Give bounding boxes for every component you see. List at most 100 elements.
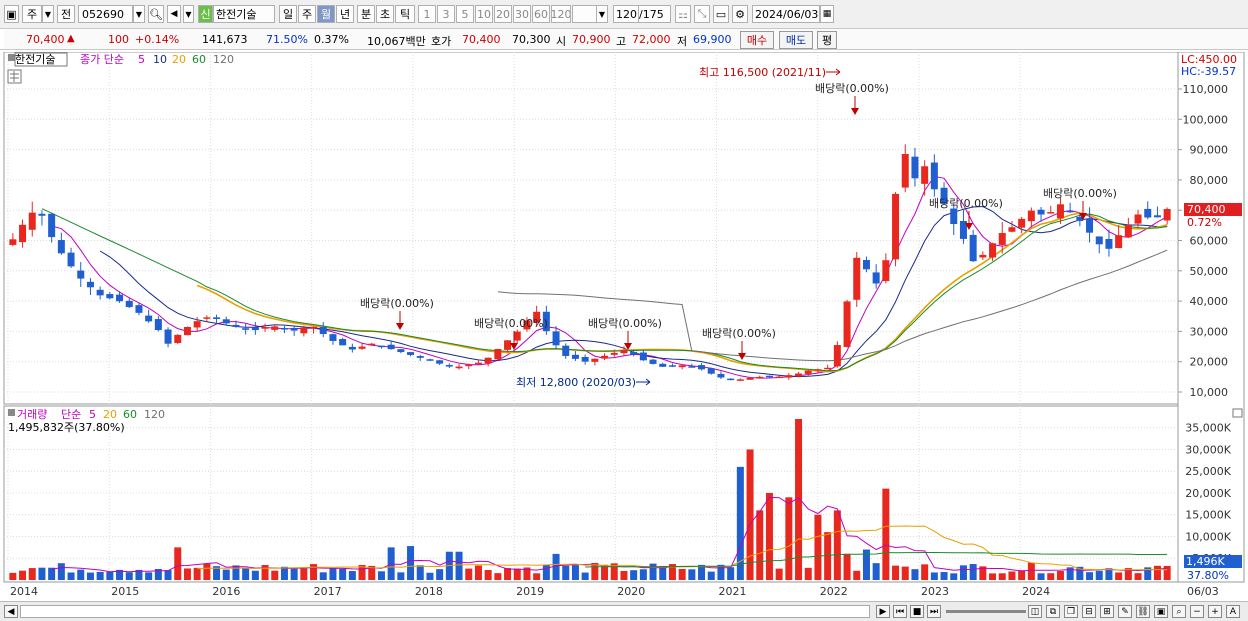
copy-icon[interactable]: ❐: [1064, 605, 1078, 618]
interval-120[interactable]: 120: [551, 5, 571, 23]
volume-bar: [232, 565, 240, 580]
candle-body: [668, 365, 676, 367]
chevron-down-icon[interactable]: ▼: [42, 5, 54, 23]
sell-button[interactable]: 매도: [779, 31, 813, 49]
volume-bar: [116, 569, 124, 580]
avg-button[interactable]: 평: [817, 31, 837, 49]
volume-legend-120: 120: [144, 408, 165, 421]
volume-bar: [1124, 568, 1132, 580]
overlay-icon[interactable]: ⧉: [1046, 605, 1060, 618]
tab-tick[interactable]: 틱: [395, 5, 415, 23]
tab-minute[interactable]: 분: [357, 5, 375, 23]
volume-bar: [1018, 570, 1026, 580]
zoom-out-icon[interactable]: −: [1190, 605, 1204, 618]
panel-handle-icon[interactable]: [8, 54, 15, 61]
volume-bar: [930, 572, 938, 580]
volume-legend-20: 20: [103, 408, 117, 421]
date-input[interactable]: 2024/06/03: [752, 5, 820, 23]
volume-bar: [688, 569, 696, 580]
volume-bar: [77, 569, 85, 580]
buy-button[interactable]: 매수: [740, 31, 774, 49]
x-axis-year-label: 2023: [921, 585, 949, 598]
legend-ma120: 120: [213, 53, 234, 66]
interval-10[interactable]: 10: [475, 5, 493, 23]
tab-year[interactable]: 년: [336, 5, 354, 23]
price-panel-name-box[interactable]: [14, 52, 68, 67]
interval-3[interactable]: 3: [437, 5, 455, 23]
speaker-dropdown-icon[interactable]: ▼: [183, 5, 194, 23]
compare-icon[interactable]: ⊞: [1100, 605, 1114, 618]
speaker-icon[interactable]: ◀: [167, 5, 181, 23]
search-icon[interactable]: ⌕: [1172, 605, 1186, 618]
tab-day[interactable]: 일: [279, 5, 297, 23]
image-icon[interactable]: ▣: [1154, 605, 1168, 618]
stock-chart[interactable]: 110,000100,00090,00080,00070,00060,00050…: [0, 52, 1248, 601]
scroll-right-icon[interactable]: ▶: [876, 605, 890, 618]
split-icon[interactable]: ⊟: [1082, 605, 1096, 618]
interval-5[interactable]: 5: [456, 5, 474, 23]
candle-body: [116, 294, 124, 302]
candle-body: [1066, 210, 1074, 213]
candle-body: [1056, 204, 1064, 219]
candle-body: [19, 224, 27, 243]
interval-dropdown-icon[interactable]: ▼: [596, 5, 608, 23]
layout-icon[interactable]: ◫: [1028, 605, 1042, 618]
prev-button[interactable]: 전: [57, 5, 75, 23]
interval-1[interactable]: 1: [418, 5, 436, 23]
dividend-label: 배당락(0.00%): [474, 317, 548, 330]
trade-volume: 141,673: [202, 33, 248, 46]
stop-icon[interactable]: ■: [910, 605, 924, 618]
code-dropdown-icon[interactable]: ▼: [133, 5, 145, 23]
calendar-icon[interactable]: ▦: [820, 5, 834, 23]
candle-body: [436, 360, 444, 364]
scroll-left-icon[interactable]: ◀: [4, 605, 18, 618]
price-panel[interactable]: [3, 52, 1179, 405]
window-menu-icon[interactable]: ▣: [4, 5, 19, 23]
interval-20[interactable]: 20: [494, 5, 512, 23]
zoom-slider[interactable]: [946, 610, 1026, 613]
volume-bar: [1115, 572, 1123, 580]
dividend-arrow-icon: [851, 108, 859, 115]
volume-panel-close-icon[interactable]: [1232, 408, 1243, 418]
volume-bar: [736, 466, 744, 580]
count-input[interactable]: 120: [613, 5, 639, 23]
grid-toggle-glyph: [10, 71, 19, 82]
interval-60[interactable]: 60: [532, 5, 550, 23]
search-icon[interactable]: 🔍︎: [148, 5, 164, 23]
link-icon[interactable]: ⛓: [1136, 605, 1150, 618]
tab-second[interactable]: 초: [376, 5, 394, 23]
volume-panel-handle-icon[interactable]: [8, 409, 15, 416]
zoom-icon[interactable]: ⚏: [675, 5, 691, 23]
save-icon[interactable]: ▭: [713, 5, 729, 23]
volume-bar: [1056, 571, 1064, 580]
lowest-annotation: 최저 12,800 (2020/03): [516, 376, 636, 389]
chart-scrollbar[interactable]: ◀ ▶ ⏮ ■ ⏭ ◫ ⧉ ❐ ⊟ ⊞ ✎ ⛓ ▣ ⌕ − + A: [0, 601, 1248, 621]
volume-bar: [1163, 565, 1171, 580]
candle-body: [271, 326, 279, 330]
high-label: 고: [616, 35, 627, 48]
settings-gear-icon[interactable]: ⚙: [732, 5, 748, 23]
fit-icon[interactable]: ⤡: [694, 5, 710, 23]
candle-body: [38, 213, 46, 216]
tab-week[interactable]: 주: [298, 5, 316, 23]
font-size-icon[interactable]: A: [1226, 605, 1240, 618]
volume-ratio: 71.50%: [266, 33, 308, 46]
candle-body: [1105, 239, 1113, 249]
scroll-track[interactable]: [20, 605, 870, 618]
interval-30[interactable]: 30: [513, 5, 531, 23]
open-label: 시: [556, 35, 567, 48]
stock-code-input[interactable]: 052690: [78, 5, 133, 23]
bid-quote: 70,300: [512, 33, 551, 46]
candle-body: [426, 359, 434, 361]
period-select[interactable]: 주: [22, 5, 42, 23]
rewind-icon[interactable]: ⏮: [893, 605, 907, 618]
stock-name[interactable]: 한전기술: [213, 5, 275, 23]
draw-icon[interactable]: ✎: [1118, 605, 1132, 618]
ask-quote: 70,400: [462, 33, 501, 46]
volume-bar: [717, 564, 725, 580]
tab-month[interactable]: 월: [317, 5, 335, 23]
candle-body: [319, 327, 327, 335]
zoom-in-icon[interactable]: +: [1208, 605, 1222, 618]
candle-body: [474, 362, 482, 365]
fast-forward-icon[interactable]: ⏭: [927, 605, 941, 618]
